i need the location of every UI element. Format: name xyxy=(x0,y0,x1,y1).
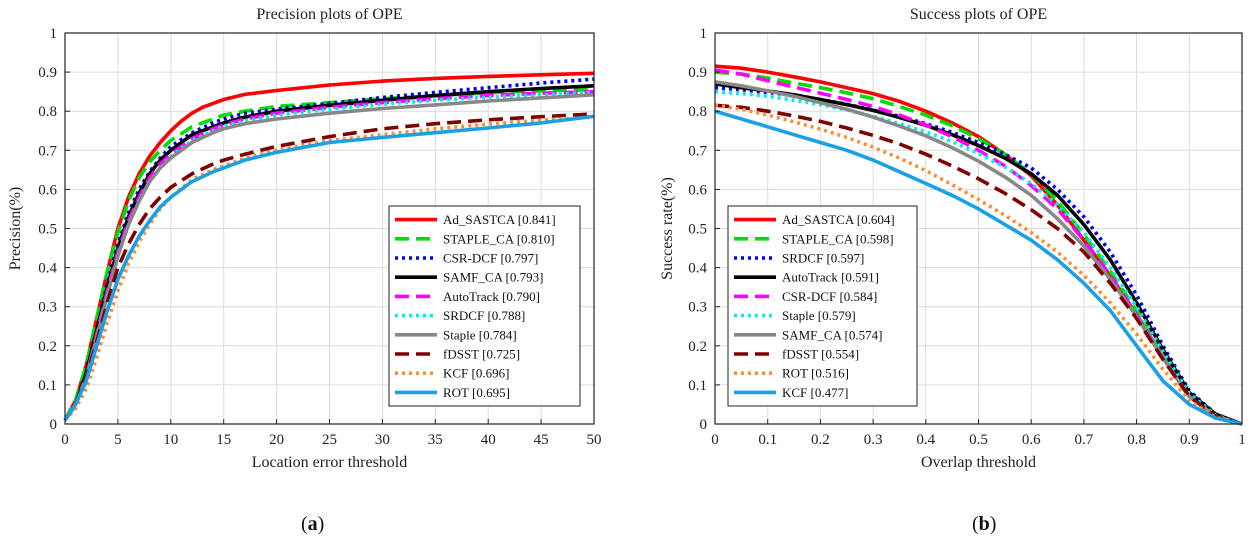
series-line-1-1 xyxy=(714,70,1243,426)
legend-label: KCF [0.696] xyxy=(443,366,509,381)
y-tick-label: 0.3 xyxy=(38,300,57,316)
x-tick-label: 30 xyxy=(375,432,390,448)
y-tick-label: 0.5 xyxy=(688,222,707,238)
y-axis-label: Success rate(%) xyxy=(659,177,676,280)
legend-label: CSR-DCF [0.584] xyxy=(782,289,877,304)
y-tick-label: 1 xyxy=(700,26,708,42)
legend-label: Staple [0.579] xyxy=(782,308,856,323)
x-tick-label: 10 xyxy=(163,432,178,448)
y-tick-label: 0.1 xyxy=(688,378,707,394)
y-tick-label: 0.6 xyxy=(38,182,57,198)
y-tick-label: 0.2 xyxy=(688,339,707,355)
legend-label: ROT [0.516] xyxy=(782,366,849,381)
y-tick-label: 0 xyxy=(50,417,58,433)
series-line-1-7 xyxy=(714,103,1243,426)
legend-label: AutoTrack [0.790] xyxy=(443,289,540,304)
x-tick-label: 25 xyxy=(322,432,337,448)
x-tick-label: 15 xyxy=(216,432,231,448)
y-tick-label: 0.7 xyxy=(38,143,57,159)
legend-label: ROT [0.695] xyxy=(443,385,510,400)
x-tick-label: 50 xyxy=(587,432,602,448)
series-line-1-8 xyxy=(714,103,1243,426)
y-tick-label: 0.5 xyxy=(38,222,57,238)
x-tick-label: 0.9 xyxy=(1180,432,1199,448)
x-tick-label: 20 xyxy=(269,432,284,448)
legend-label: KCF [0.477] xyxy=(782,385,848,400)
y-tick-label: 0.8 xyxy=(38,104,57,120)
panel-label-0: (a) xyxy=(301,513,324,535)
series-line-1-9 xyxy=(714,109,1243,426)
y-tick-label: 0.7 xyxy=(688,143,707,159)
legend-label: fDSST [0.554] xyxy=(782,347,859,362)
x-tick-label: 35 xyxy=(428,432,443,448)
legend-label: STAPLE_CA [0.598] xyxy=(782,231,894,246)
x-tick-label: 1 xyxy=(1238,432,1246,448)
legend-label: SAMF_CA [0.793] xyxy=(443,270,543,285)
x-tick-label: 0.6 xyxy=(1022,432,1041,448)
x-axis-label: Location error threshold xyxy=(252,454,408,471)
legend-label: AutoTrack [0.591] xyxy=(782,270,879,285)
legend-label: Ad_SASTCA [0.841] xyxy=(443,212,556,227)
x-tick-label: 0.4 xyxy=(916,432,935,448)
y-axis-label: Precision(%) xyxy=(7,187,24,271)
legend-label: SRDCF [0.597] xyxy=(782,251,864,266)
chart-title: Success plots of OPE xyxy=(910,6,1047,23)
y-tick-label: 0 xyxy=(700,417,708,433)
legend-label: SRDCF [0.788] xyxy=(443,308,525,323)
x-tick-label: 0.1 xyxy=(758,432,777,448)
x-tick-label: 0.3 xyxy=(864,432,883,448)
x-tick-label: 5 xyxy=(114,432,122,448)
x-tick-label: 0.7 xyxy=(1075,432,1094,448)
y-tick-label: 0.4 xyxy=(38,261,57,277)
x-tick-label: 0.5 xyxy=(969,432,988,448)
legend-label: Ad_SASTCA [0.604] xyxy=(782,212,895,227)
x-tick-label: 40 xyxy=(481,432,496,448)
legend-label: SAMF_CA [0.574] xyxy=(782,327,882,342)
y-tick-label: 0.8 xyxy=(688,104,707,120)
series-line-1-4 xyxy=(714,68,1243,426)
y-tick-label: 0.1 xyxy=(38,378,57,394)
x-tick-label: 0 xyxy=(711,432,719,448)
series-line-1-6 xyxy=(714,80,1243,426)
series-line-1-3 xyxy=(714,82,1243,426)
y-tick-label: 1 xyxy=(50,26,58,42)
legend-label: CSR-DCF [0.797] xyxy=(443,251,538,266)
y-tick-label: 0.4 xyxy=(688,261,707,277)
legend-label: fDSST [0.725] xyxy=(443,347,520,362)
legend-label: STAPLE_CA [0.810] xyxy=(443,231,555,246)
x-tick-label: 0 xyxy=(61,432,69,448)
series-line-1-2 xyxy=(714,85,1243,426)
y-tick-label: 0.2 xyxy=(38,339,57,355)
x-tick-label: 45 xyxy=(534,432,549,448)
y-tick-label: 0.6 xyxy=(688,182,707,198)
panel-label-1: (b) xyxy=(972,513,996,535)
series-line-0-9 xyxy=(63,114,595,422)
y-tick-label: 0.9 xyxy=(38,65,57,81)
y-tick-label: 0.3 xyxy=(688,300,707,316)
x-tick-label: 0.2 xyxy=(811,432,830,448)
x-axis-label: Overlap threshold xyxy=(921,454,1036,471)
chart-title: Precision plots of OPE xyxy=(256,6,402,23)
x-tick-label: 0.8 xyxy=(1127,432,1146,448)
y-tick-label: 0.9 xyxy=(688,65,707,81)
legend-label: Staple [0.784] xyxy=(443,327,517,342)
